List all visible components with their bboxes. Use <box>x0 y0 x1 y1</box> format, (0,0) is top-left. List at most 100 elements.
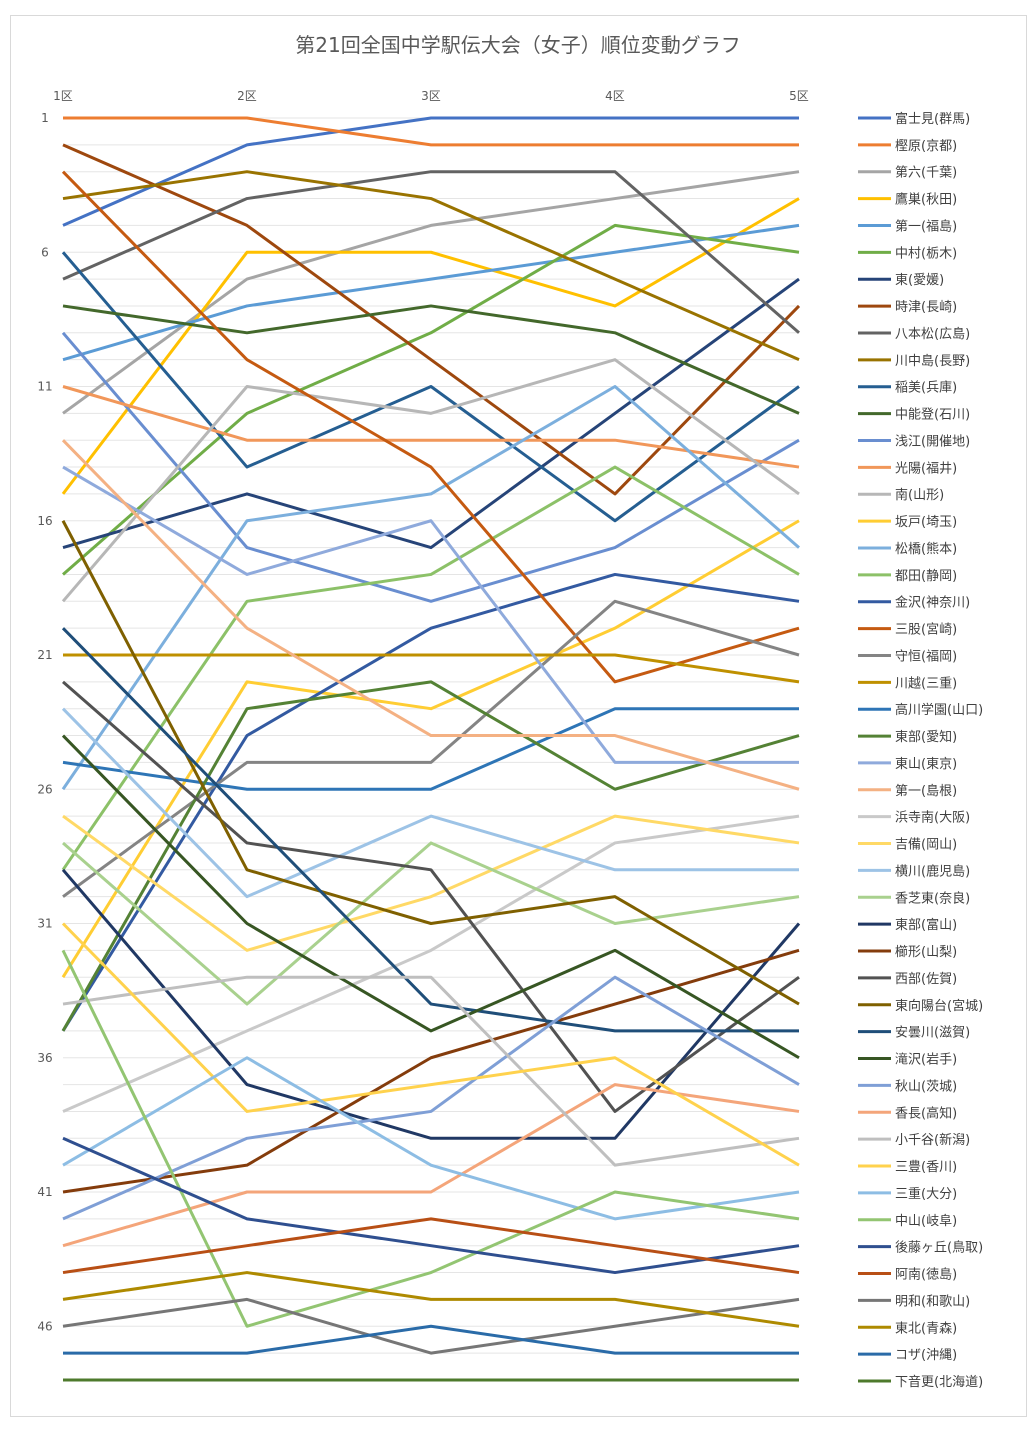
y-tick-label: 1 <box>41 111 49 125</box>
series-line-39 <box>62 975 800 1167</box>
legend-entry: 高川学園(山口) <box>895 702 983 718</box>
y-tick-label: 41 <box>37 1185 52 1199</box>
y-tick-label: 31 <box>37 917 52 931</box>
legend-entry: 都田(静岡) <box>895 569 957 584</box>
y-tick-label: 11 <box>37 380 52 394</box>
legend-entry: 後藤ヶ丘(鳥取) <box>895 1241 983 1256</box>
legend-entry: 滝沢(岩手) <box>895 1053 957 1068</box>
legend-entry: 樫原(京都) <box>895 139 957 154</box>
series-line-3 <box>62 170 800 415</box>
legend: 富士見(群馬) 樫原(京都) 第六(千葉) 鷹巣(秋田) 第一(福島) 中村(栃木) 東(愛… <box>858 111 983 1390</box>
series-line-24 <box>61 680 800 1032</box>
legend-entry: 秋山(茨城) <box>895 1079 957 1094</box>
series-line-20 <box>61 170 800 684</box>
series-lines <box>61 116 801 1382</box>
chart-title: 第21回全国中学駅伝大会（女子）順位変動グラフ <box>295 33 740 57</box>
legend-entry: 光陽(福井) <box>895 461 957 476</box>
legend-entry: 香芝東(奈良) <box>895 890 970 906</box>
series-line-7 <box>62 277 800 550</box>
series-line-40 <box>61 922 800 1167</box>
legend-entry: 明和(和歌山) <box>895 1294 970 1309</box>
legend-entry: 川中島(長野) <box>895 354 970 369</box>
legend-entry: 浜寺南(大阪) <box>895 810 970 826</box>
x-tick-label: 4区 <box>605 89 625 103</box>
series-line-9 <box>62 170 800 334</box>
legend-entry: 八本松(広島) <box>895 327 970 342</box>
series-line-15 <box>61 358 800 603</box>
legend-entry: 阿南(徳島) <box>895 1267 957 1283</box>
chart-frame <box>10 15 1027 1417</box>
series-line-21 <box>62 599 800 898</box>
series-line-36 <box>61 734 800 1060</box>
series-line-25 <box>62 465 799 764</box>
legend-entry: 三股(宮崎) <box>895 622 957 638</box>
y-tick-label: 26 <box>37 782 52 796</box>
series-line-12 <box>62 304 800 415</box>
series-line-14 <box>62 385 800 469</box>
series-line-41 <box>62 1056 800 1221</box>
legend-entry: 松橋(熊本) <box>895 541 957 557</box>
legend-entry: 浅江(開催地) <box>895 434 970 449</box>
series-line-30 <box>62 841 800 1006</box>
legend-entry: 横川(鹿児島) <box>895 863 970 879</box>
series-line-26 <box>61 439 800 791</box>
series-line-23 <box>62 707 799 791</box>
series-line-35 <box>61 627 799 1033</box>
series-line-2 <box>63 116 799 147</box>
y-tick-label: 6 <box>41 245 49 259</box>
x-tick-label: 3区 <box>421 89 441 103</box>
legend-entry: 稲美(兵庫) <box>895 381 957 396</box>
legend-entry: 東(愛媛) <box>895 272 944 288</box>
legend-entry: コザ(沖縄) <box>895 1348 957 1363</box>
x-tick-label: 2区 <box>237 89 257 103</box>
legend-entry: 南(山形) <box>895 487 944 503</box>
legend-entry: 中山(岐阜) <box>895 1213 957 1229</box>
legend-entry: 東向陽台(宮城) <box>895 998 983 1014</box>
legend-entry: 香長(高知) <box>895 1105 957 1121</box>
legend-entry: 三重(大分) <box>895 1186 957 1202</box>
series-line-44 <box>62 1217 800 1275</box>
series-line-22 <box>63 653 800 684</box>
x-axis-ticks: 1区 2区 3区 4区 5区 <box>53 89 809 103</box>
legend-entry: 第一(島根) <box>895 784 957 799</box>
y-tick-label: 21 <box>37 648 52 662</box>
legend-entry: 金沢(神奈川) <box>895 595 970 611</box>
legend-entry: 東部(富山) <box>895 917 957 933</box>
series-line-37 <box>62 975 800 1221</box>
legend-entry: 吉備(岡山) <box>895 837 957 853</box>
legend-entry: 守恒(福岡) <box>895 649 957 664</box>
series-line-43 <box>62 1136 800 1275</box>
legend-entry: 西部(佐賀) <box>895 972 957 987</box>
series-line-42 <box>61 949 800 1328</box>
x-tick-label: 1区 <box>53 89 73 103</box>
series-line-28 <box>62 814 800 952</box>
legend-entry: 第一(福島) <box>895 219 957 234</box>
series-line-4 <box>61 197 800 495</box>
legend-entry: 小千谷(新潟) <box>895 1132 970 1148</box>
legend-entry: 坂戸(埼玉) <box>895 515 957 530</box>
series-line-18 <box>61 465 800 871</box>
series-line-17 <box>61 385 800 791</box>
series-line-6 <box>62 223 800 576</box>
legend-entry: 東部(愛知) <box>895 729 957 745</box>
series-line-27 <box>62 814 800 1113</box>
series-line-8 <box>62 143 801 496</box>
legend-entry: 中能登(石川) <box>895 408 970 423</box>
y-tick-label: 36 <box>37 1051 52 1065</box>
legend-entry: 東北(青森) <box>895 1320 957 1336</box>
series-line-11 <box>61 251 800 523</box>
x-tick-label: 5区 <box>789 89 809 103</box>
legend-entry: 第六(千葉) <box>895 166 957 181</box>
legend-entry: 中村(栃木) <box>895 246 957 261</box>
legend-entry: 三豊(香川) <box>895 1160 957 1175</box>
legend-entry: 時津(長崎) <box>895 300 957 315</box>
series-line-33 <box>62 680 800 1113</box>
series-line-16 <box>61 519 800 978</box>
series-line-46 <box>62 1271 800 1328</box>
legend-entry: 安曇川(滋賀) <box>895 1026 970 1041</box>
series-line-29 <box>61 707 799 899</box>
series-line-10 <box>62 170 800 362</box>
y-tick-label: 46 <box>37 1319 52 1333</box>
